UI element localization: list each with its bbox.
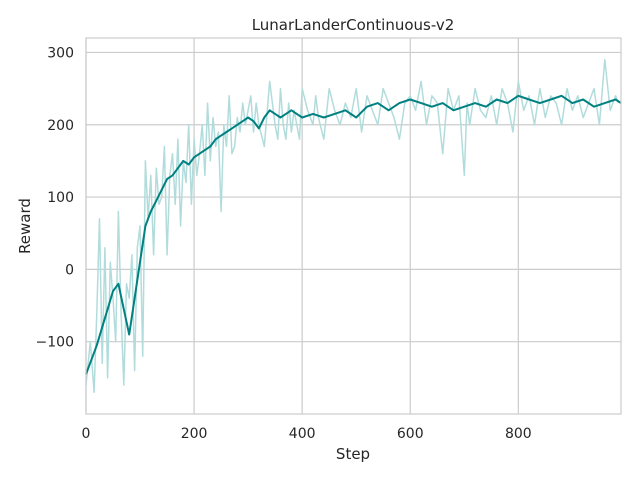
x-tick-label: 0 xyxy=(82,426,91,442)
x-tick-label: 600 xyxy=(397,426,424,442)
y-axis-label: Reward xyxy=(16,198,34,254)
tick-labels: 0 200 400 600 800 −100 0 100 200 300 xyxy=(36,45,532,442)
raw-reward-line xyxy=(85,58,620,394)
y-tick-label: 200 xyxy=(47,118,74,134)
chart-title: LunarLanderContinuous-v2 xyxy=(252,16,455,34)
series-layer xyxy=(85,58,622,394)
smoothed-reward-line xyxy=(85,94,622,375)
y-tick-label: 0 xyxy=(65,262,74,278)
y-tick-label: 300 xyxy=(47,45,74,61)
x-axis-label: Step xyxy=(336,445,370,463)
plot-frame xyxy=(85,37,622,415)
x-tick-label: 800 xyxy=(505,426,532,442)
y-tick-label: −100 xyxy=(36,335,74,351)
y-tick-label: 100 xyxy=(47,190,74,206)
x-tick-label: 200 xyxy=(181,426,208,442)
x-tick-label: 400 xyxy=(289,426,316,442)
